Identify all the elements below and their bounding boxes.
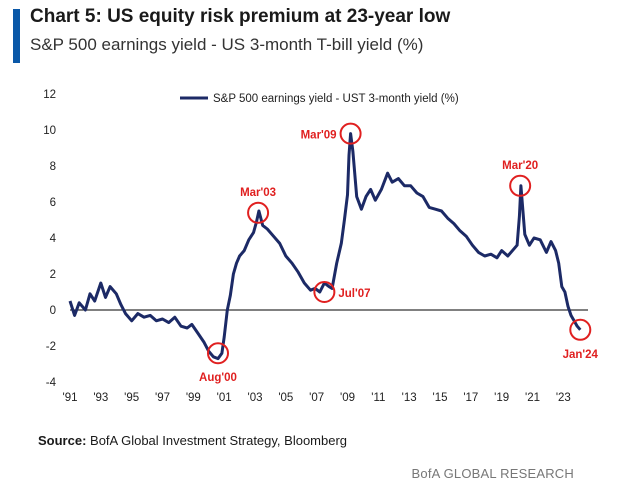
y-axis-ticks: -4 -2 0 2 4 6 8 10 12 <box>43 89 56 389</box>
x-tick-label: '91 <box>63 392 78 404</box>
x-tick-label: '09 <box>340 392 355 404</box>
x-tick-label: '01 <box>217 392 232 404</box>
x-tick-label: '97 <box>155 392 170 404</box>
y-tick-label: 8 <box>50 161 56 173</box>
annotation-label: Mar'09 <box>301 130 337 142</box>
x-tick-label: '99 <box>186 392 201 404</box>
chart-subtitle: S&P 500 earnings yield - US 3-month T-bi… <box>30 35 424 54</box>
line-chart: -4 -2 0 2 4 6 8 10 12 '91 '93 '95 '97 '99 '01 '03 '05 '0… <box>43 89 599 404</box>
x-axis-ticks: '91 '93 '95 '97 '99 '01 '03 '05 '07 '09 '11 '13 '15 '… <box>63 392 571 404</box>
x-tick-label: '21 <box>525 392 540 404</box>
annotation-circle <box>339 122 362 145</box>
annotation-circle <box>207 342 229 365</box>
source-text: BofA Global Investment Strategy, Bloombe… <box>86 433 348 448</box>
annotation-circle <box>247 201 270 224</box>
x-tick-label: '17 <box>463 392 478 404</box>
x-tick-label: '23 <box>556 392 571 404</box>
y-tick-label: 2 <box>50 269 56 281</box>
y-tick-label: 0 <box>50 305 56 317</box>
series-line <box>68 132 582 361</box>
y-tick-label: 6 <box>50 197 56 209</box>
annotation-circle <box>313 281 336 303</box>
annotation-label: Mar'20 <box>502 160 538 172</box>
x-tick-label: '05 <box>278 392 293 404</box>
x-tick-label: '11 <box>371 392 385 404</box>
y-tick-label: -4 <box>46 377 57 389</box>
x-tick-label: '07 <box>309 392 324 404</box>
legend: S&P 500 earnings yield - UST 3-month yie… <box>180 93 459 105</box>
accent-bar <box>13 9 20 63</box>
footer-brand: BofA GLOBAL RESEARCH <box>411 466 574 481</box>
y-tick-label: 10 <box>43 125 56 137</box>
annotation-label: Jul'07 <box>338 288 370 300</box>
x-tick-label: '15 <box>433 392 448 404</box>
y-tick-label: 12 <box>43 89 56 101</box>
x-tick-label: '13 <box>402 392 417 404</box>
annotation-circle <box>569 318 592 341</box>
annotations: Aug'00 Mar'03 Jul'07 Mar'09 Mar'20 Jan'24 <box>199 122 599 384</box>
source-note: Source: BofA Global Investment Strategy,… <box>38 433 347 448</box>
annotation-label: Aug'00 <box>199 372 237 384</box>
annotation-label: Jan'24 <box>563 349 599 361</box>
y-tick-label: -2 <box>46 341 56 353</box>
x-tick-label: '95 <box>124 392 139 404</box>
annotation-circle <box>509 174 532 197</box>
annotation-label: Mar'03 <box>240 187 276 199</box>
y-tick-label: 4 <box>50 233 57 245</box>
x-tick-label: '03 <box>248 392 263 404</box>
x-tick-label: '93 <box>93 392 108 404</box>
legend-label: S&P 500 earnings yield - UST 3-month yie… <box>213 93 459 105</box>
chart-title: Chart 5: US equity risk premium at 23-ye… <box>30 6 451 27</box>
source-label: Source: <box>38 433 87 448</box>
x-tick-label: '19 <box>494 392 509 404</box>
